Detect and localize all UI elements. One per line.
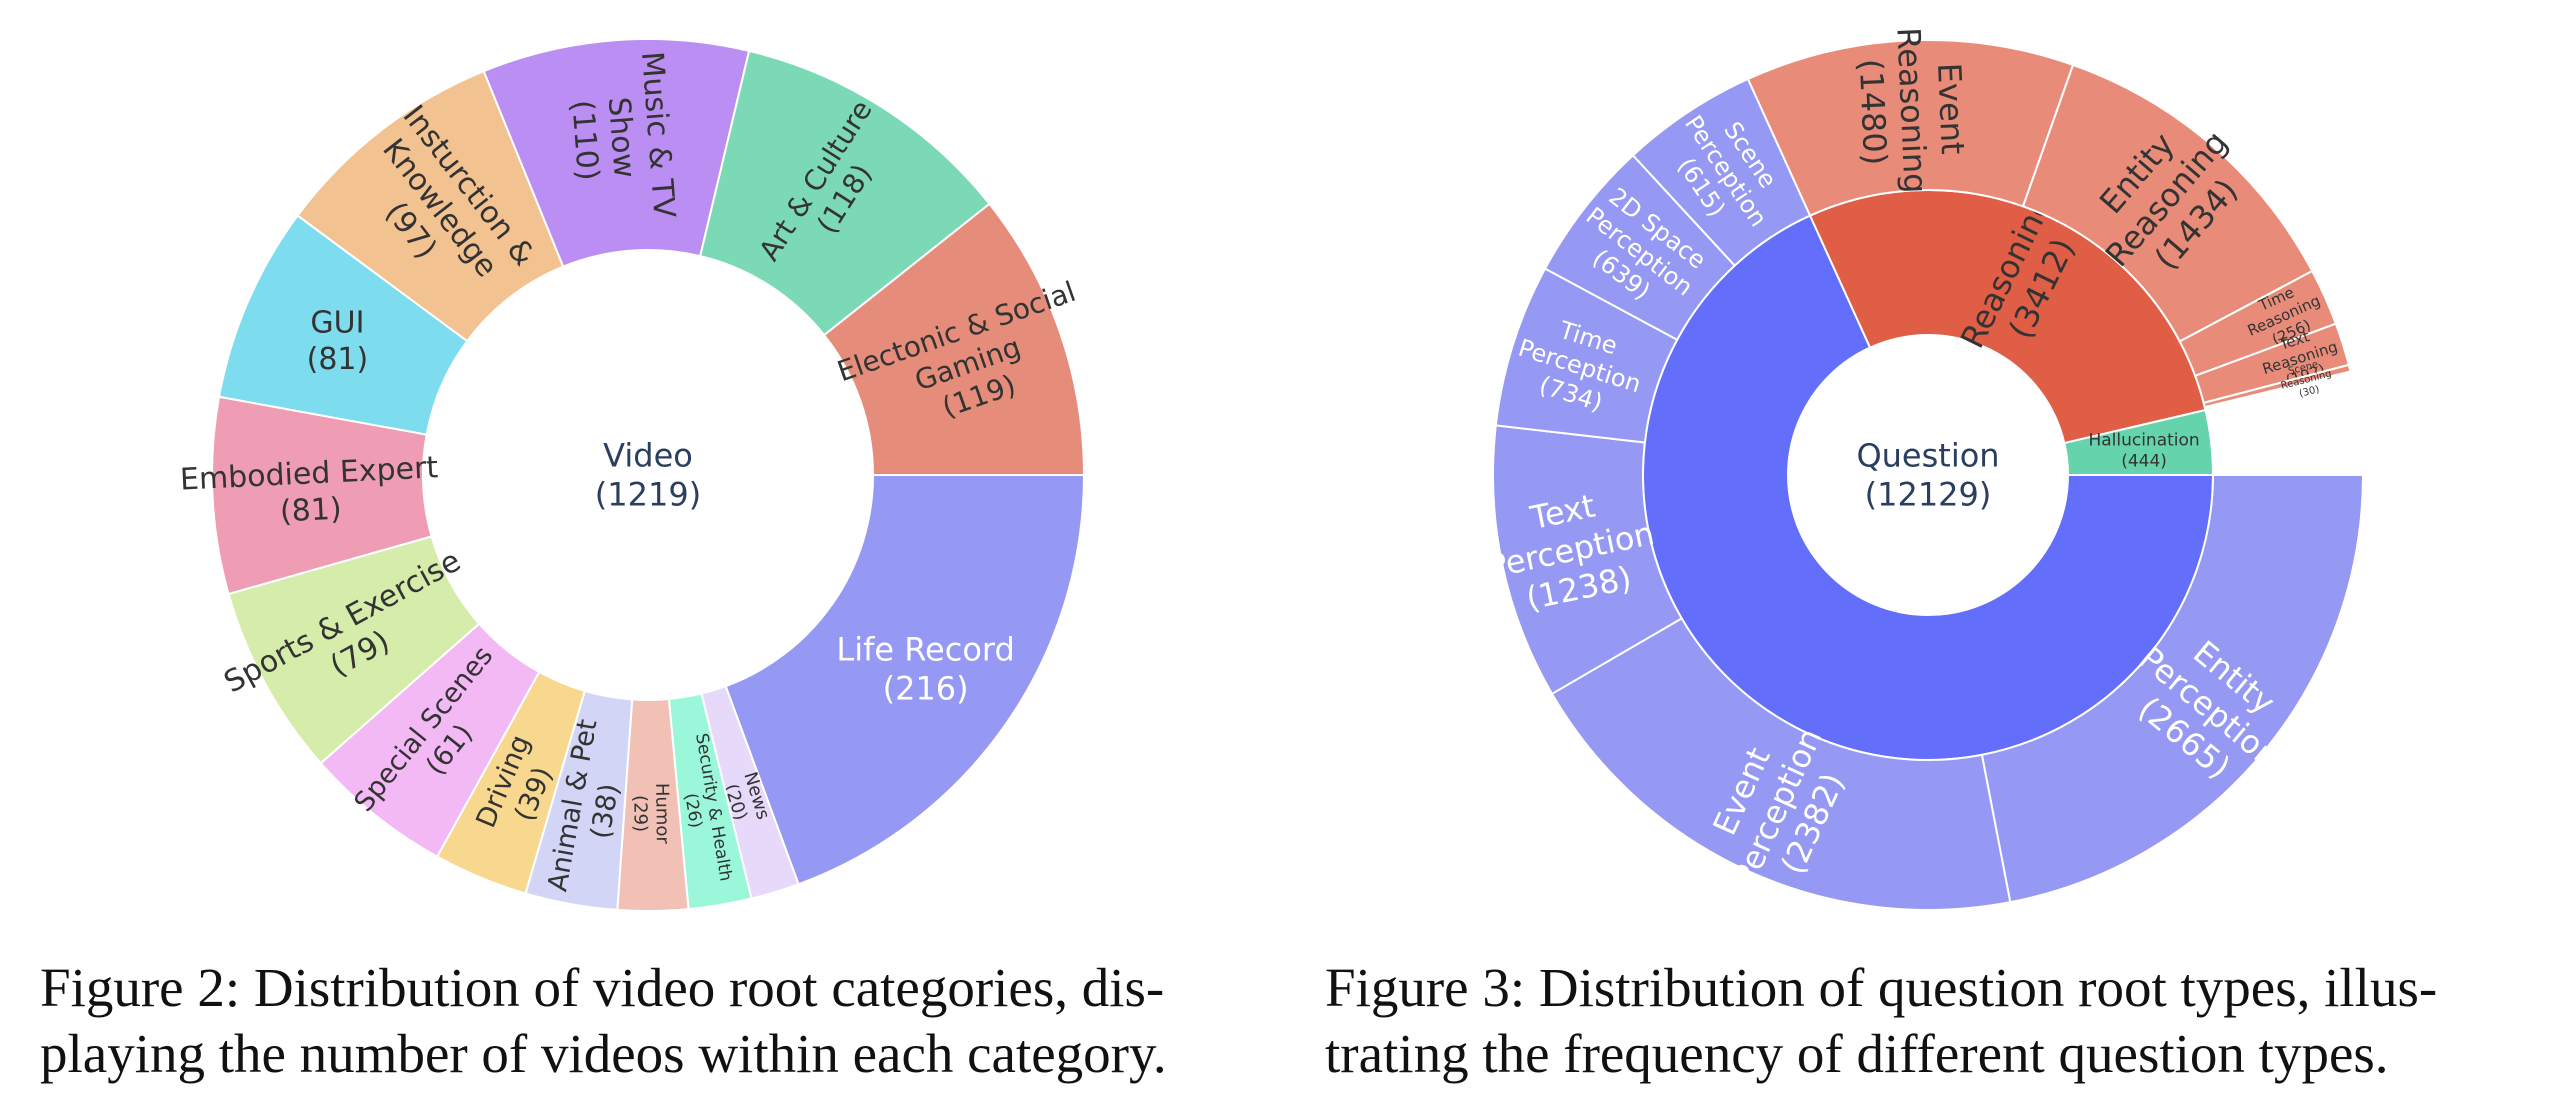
outer-slice-scene-reasoning — [2202, 363, 2352, 409]
figure-3-caption-line-2: trating the frequency of different quest… — [1325, 1023, 2389, 1084]
slice-art-culture — [698, 49, 991, 337]
inner-slice-label-hallucination: Hallucination (444) — [2088, 431, 2199, 472]
video-category-donut-chart: Life Record (216)News(20)Security & Healt… — [179, 38, 1086, 912]
outer-slice-event-perception — [1550, 616, 2012, 911]
inner-slice-hallucination — [2063, 408, 2215, 476]
figure-charts: Life Record (216)News(20)Security & Healt… — [179, 25, 2365, 912]
figure-2-caption: Figure 2: Distribution of video root cat… — [40, 955, 1240, 1087]
center-label-question: Question (12129) — [1856, 437, 1999, 514]
figure-3-caption-line-1: Figure 3: Distribution of question root … — [1325, 957, 2438, 1018]
outer-slice-label-event-reasoning: EventReasoning(1480) — [1850, 25, 1973, 196]
slice-label-humor: Humor(29) — [629, 783, 673, 845]
center-label-video: Video (1219) — [595, 437, 701, 514]
outer-slice-entity-perception — [1980, 474, 2365, 904]
figure-2-caption-line-1: Figure 2: Distribution of video root cat… — [40, 957, 1165, 1018]
slice-label-gui: GUI (81) — [307, 306, 369, 378]
question-type-sunburst-chart: Perception(8273)EntityPerception(2665)Ev… — [1484, 25, 2365, 911]
figure-3-caption: Figure 3: Distribution of question root … — [1325, 955, 2540, 1087]
figure-2-caption-line-2: playing the number of videos within each… — [40, 1023, 1167, 1084]
slice-electonic-social-gaming — [822, 202, 1086, 476]
slice-life-record — [724, 474, 1086, 886]
slice-label-life-record: Life Record (216) — [836, 630, 1014, 707]
